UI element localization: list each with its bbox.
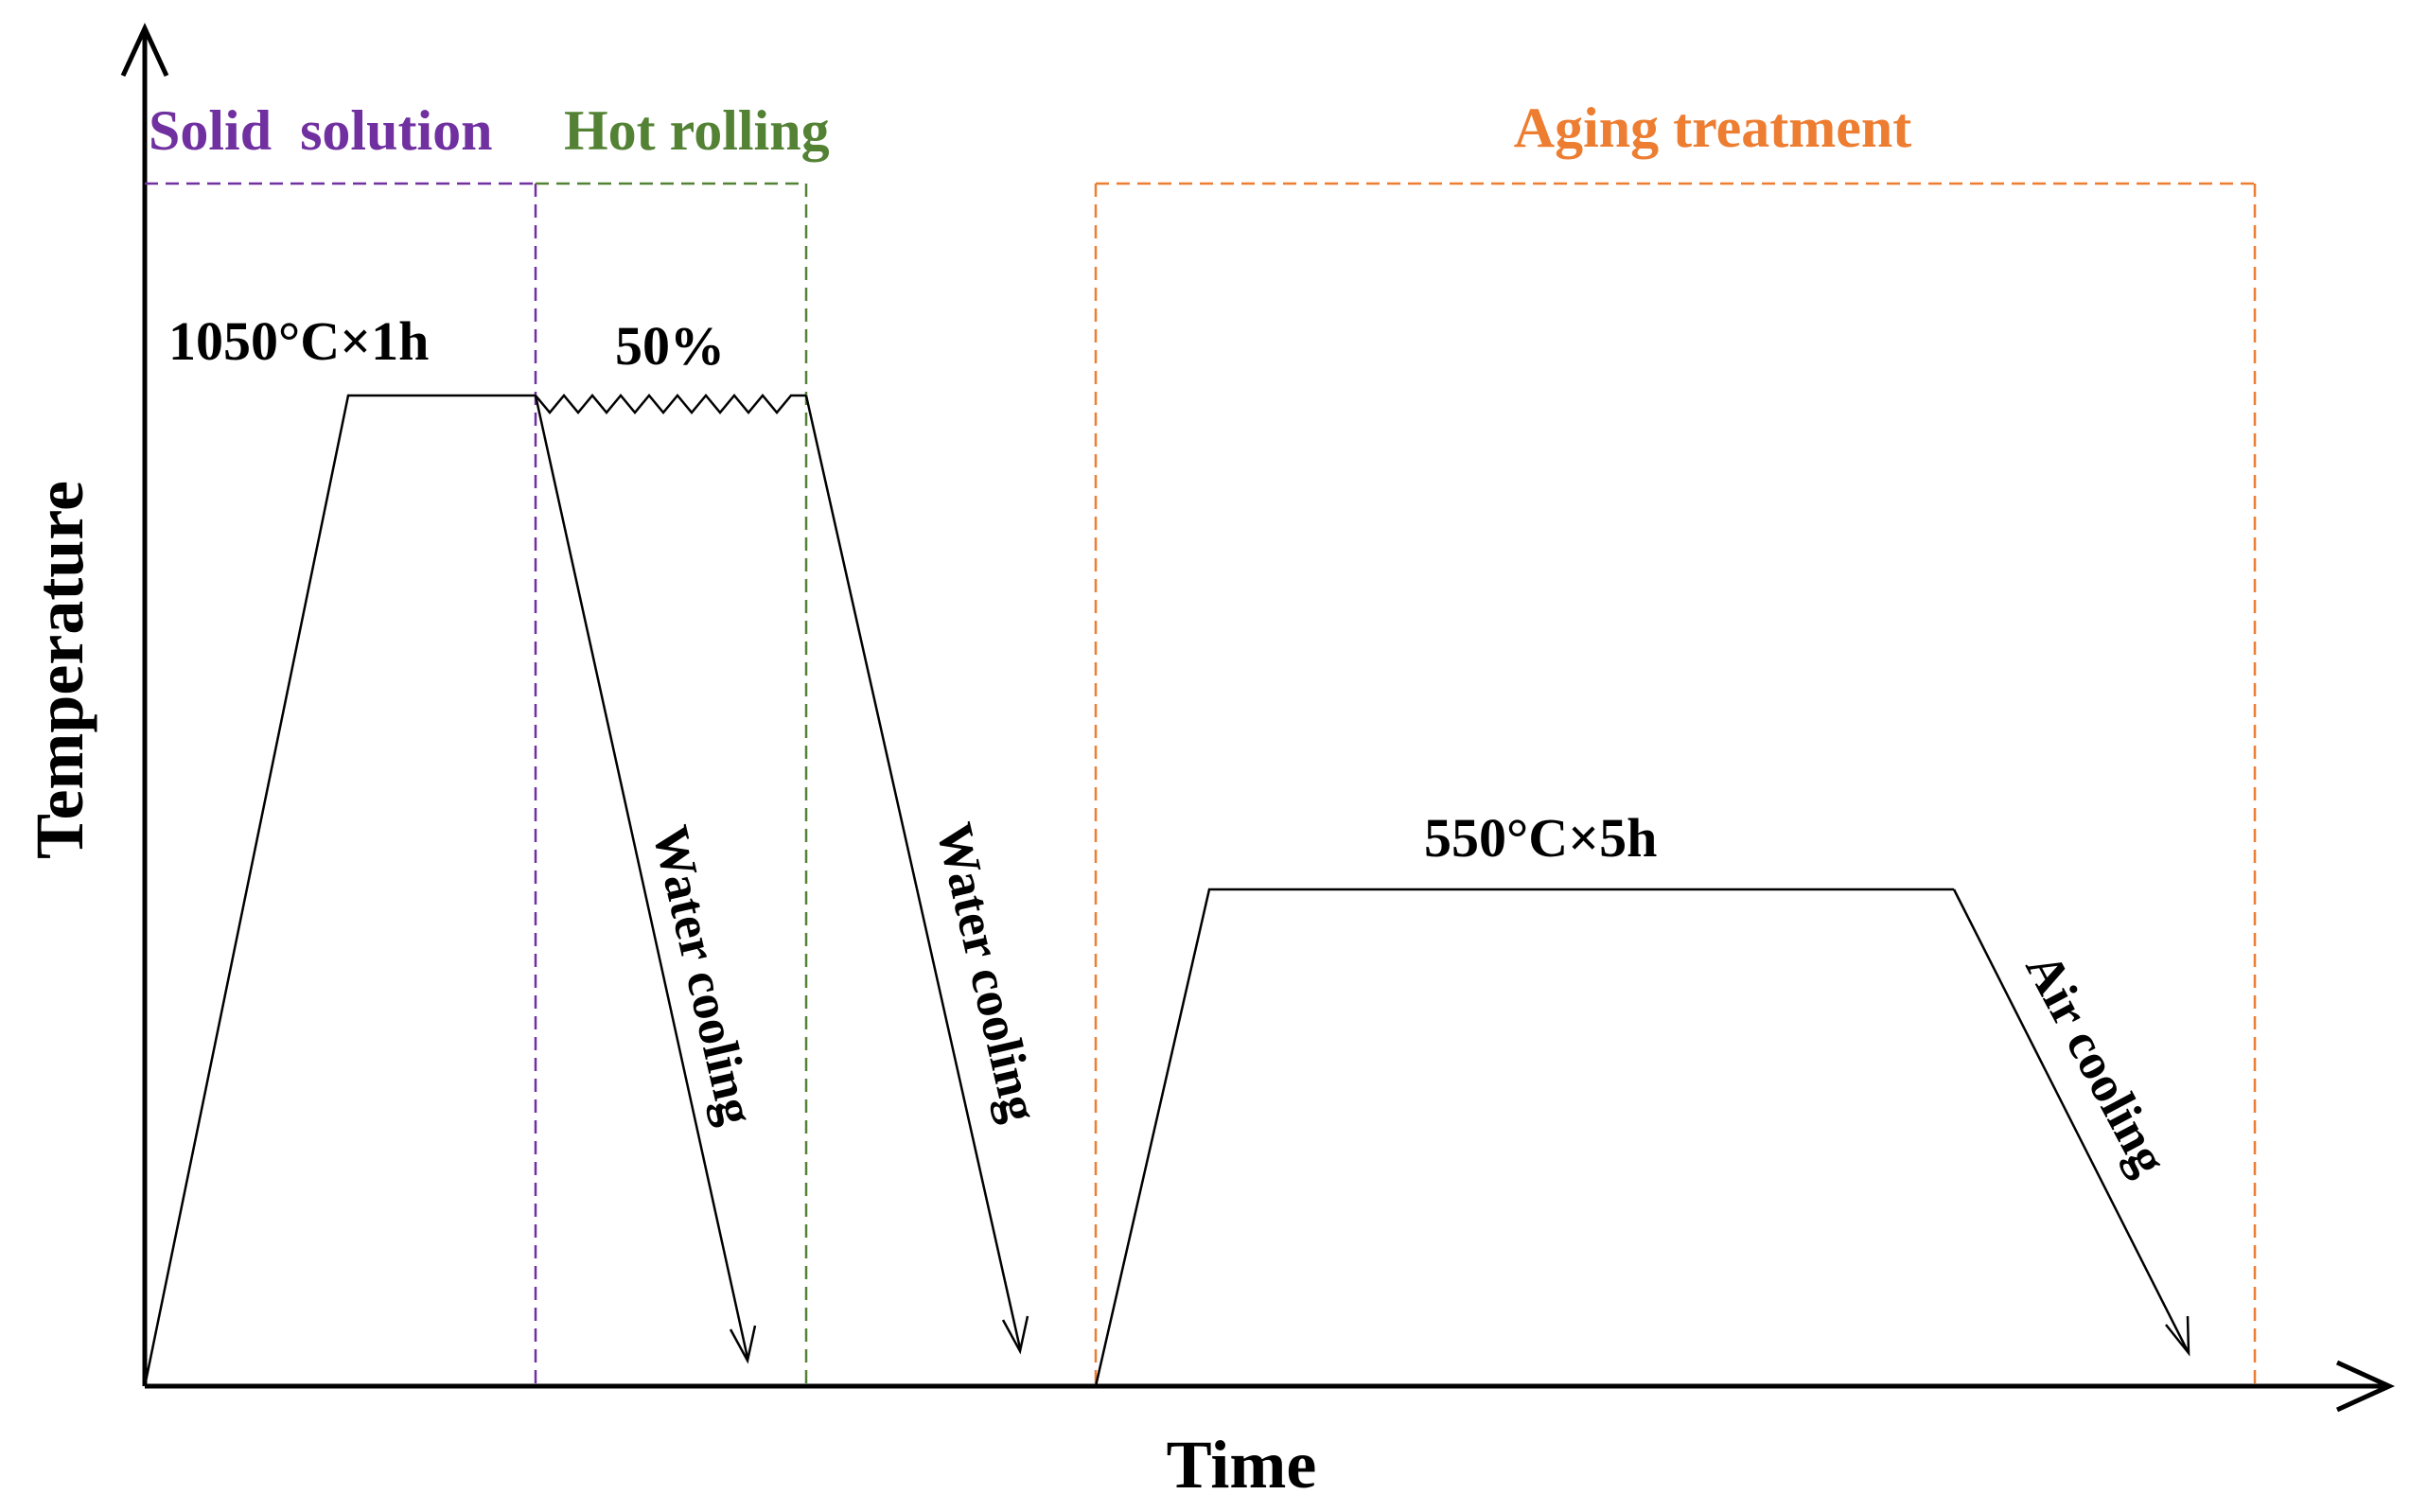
x-axis-arrowhead (2335, 1360, 2396, 1413)
aging-profile (1094, 888, 2190, 1387)
air-cooling-label: Air cooling (2014, 943, 2178, 1184)
aging-heating-and-hold (1094, 888, 1954, 1387)
y-axis-arrowhead (120, 23, 169, 78)
rolling-cooling-label: Water cooling (925, 818, 1049, 1127)
arrowhead (2165, 1315, 2190, 1357)
aging-hold-label: 550°C×5h (1424, 807, 1657, 869)
solid-solution-title: Solid solution (149, 99, 493, 162)
x-axis-label: Time (1167, 1427, 1317, 1503)
y-axis-label: Temperature (22, 481, 97, 859)
solution-hold-label: 1050°C×1h (168, 310, 429, 372)
axes (120, 23, 2396, 1413)
aging-treatment-box (1094, 182, 2257, 1386)
hot-rolling-title: Hot rolling (564, 99, 830, 162)
aging-treatment-title: Aging treatment (1514, 97, 1911, 159)
solution-heating-and-hold (143, 394, 536, 1387)
air-cooling-line (1952, 888, 2190, 1352)
arrowhead (1001, 1315, 1029, 1355)
solution-cooling-label: Water cooling (642, 820, 765, 1130)
solution-water-quench-line (534, 395, 749, 1359)
solution-profile (143, 394, 757, 1387)
solid-solution-box (145, 182, 537, 1386)
rolling-water-quench-line (804, 395, 1022, 1349)
hot-rolling-box (536, 182, 808, 1386)
rolling-reduction-label: 50% (615, 315, 725, 377)
rolling-zigzag (535, 394, 806, 414)
arrowhead (729, 1325, 757, 1364)
rolling-quench (804, 395, 1029, 1355)
